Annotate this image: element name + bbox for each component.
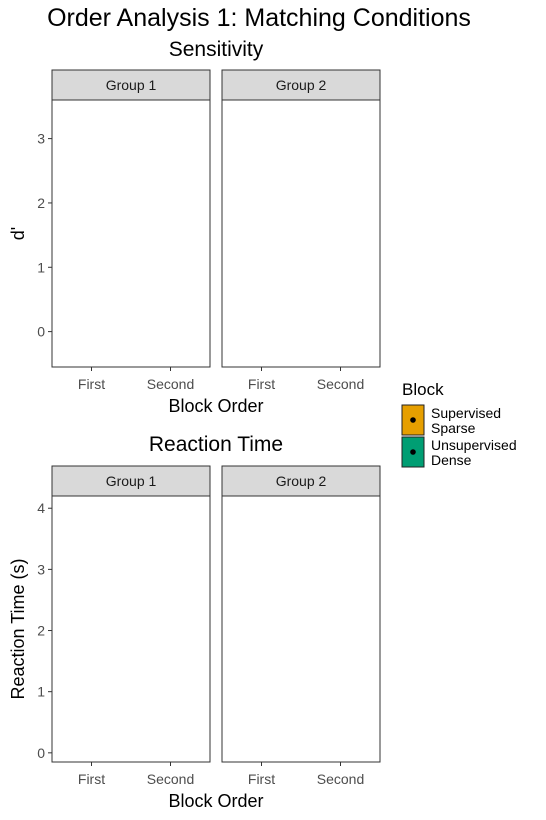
y-tick-label: 3 [37,561,45,577]
legend-label-line: Dense [431,452,472,468]
x-tick-label: First [78,376,105,392]
x-tick-label: Second [147,771,194,787]
facet-group-1: Group 1 First Second 0 1 2 3 [37,70,210,392]
y-axis-title: Reaction Time (s) [8,558,28,699]
facet-strip-label: Group 1 [106,77,157,93]
x-tick-label: First [248,771,275,787]
y-tick-label: 4 [37,500,45,516]
legend-entry: Supervised Sparse [402,405,501,436]
facet-group-2: Group 2 First Second [222,466,380,787]
chart-0: Sensitivity Group 1 First Second 0 1 2 3 Group 2… [8,38,380,416]
facet-group-2: Group 2 First Second [222,70,380,392]
y-axis-title: d' [8,227,28,240]
y-tick-label: 0 [37,745,45,761]
legend-key-point [410,449,416,455]
x-axis-title: Block Order [168,791,263,811]
y-tick-label: 3 [37,131,45,147]
y-tick-label: 0 [37,324,45,340]
legend-label: Supervised Sparse [431,405,501,436]
legend-label-line: Sparse [431,420,476,436]
y-tick-label: 1 [37,684,45,700]
legend-title: Block [402,380,444,399]
plot-title: Sensitivity [169,38,264,61]
y-tick-label: 1 [37,259,45,275]
facet-strip-label: Group 1 [106,473,157,489]
facet-strip-label: Group 2 [276,77,327,93]
legend-entry: Unsupervised Dense [402,437,517,468]
legend-label: Unsupervised Dense [431,437,517,468]
x-tick-label: Second [317,376,364,392]
plots-group: Sensitivity Group 1 First Second 0 1 2 3 Group 2… [8,38,380,811]
panel-border [52,100,210,367]
x-tick-label: First [248,376,275,392]
x-tick-label: Second [147,376,194,392]
main-title: Order Analysis 1: Matching Conditions [47,4,471,32]
legend-label-line: Supervised [431,405,501,421]
y-tick-label: 2 [37,195,45,211]
facet-strip-label: Group 2 [276,473,327,489]
x-axis-title: Block Order [168,396,263,416]
panel-border [52,496,210,762]
panel-border [222,100,380,367]
legend-key-point [410,417,416,423]
panel-border [222,496,380,762]
facet-group-1: Group 1 First Second 0 1 2 3 4 [37,466,210,787]
plot-title: Reaction Time [149,433,283,456]
legend-label-line: Unsupervised [431,437,517,453]
x-tick-label: First [78,771,105,787]
y-tick-label: 2 [37,623,45,639]
x-tick-label: Second [317,771,364,787]
